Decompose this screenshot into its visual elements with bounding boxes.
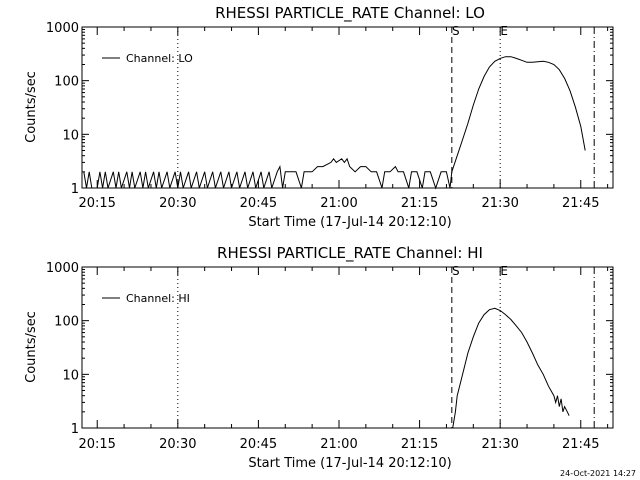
y-axis-label: Counts/sec: [24, 311, 39, 383]
x-tick-label: 21:45: [562, 437, 599, 452]
x-tick-label: 21:00: [320, 196, 357, 211]
y-tick-label: 10: [62, 368, 79, 383]
x-tick-label: 21:30: [481, 196, 518, 211]
x-tick-label: 21:00: [320, 437, 357, 452]
series-line: [452, 307, 570, 429]
x-tick-label: 21:15: [401, 196, 438, 211]
series-line: [83, 56, 586, 190]
plot-frame: [81, 266, 614, 429]
x-tick-label: 20:15: [78, 196, 115, 211]
marker-label: E: [500, 24, 508, 38]
footer-timestamp: 24-Oct-2021 14:27: [560, 469, 636, 478]
panel-hi: RHESSI PARTICLE_RATE Channel: HI Start T…: [24, 244, 614, 471]
x-axis-label: Start Time (17-Jul-14 20:12:10): [248, 215, 451, 230]
y-tick-label: 1: [71, 182, 79, 197]
x-tick-label: 20:45: [240, 196, 277, 211]
y-axis-label: Counts/sec: [24, 71, 39, 143]
x-tick-label: 20:30: [159, 196, 196, 211]
x-tick-label: 21:30: [481, 437, 518, 452]
marker-label: S: [452, 24, 460, 38]
x-tick-label: 20:30: [159, 437, 196, 452]
y-tick-label: 100: [54, 75, 79, 90]
panel-lo: RHESSI PARTICLE_RATE Channel: LO Start T…: [24, 4, 614, 230]
chart-title: RHESSI PARTICLE_RATE Channel: LO: [215, 4, 485, 23]
plot-frame: [81, 26, 614, 189]
chart-title: RHESSI PARTICLE_RATE Channel: HI: [217, 244, 483, 263]
y-tick-label: 1000: [46, 21, 79, 36]
legend-label: Channel: HI: [126, 292, 190, 305]
marker-label: S: [452, 264, 460, 278]
x-tick-label: 21:45: [562, 196, 599, 211]
y-tick-label: 1000: [46, 261, 79, 276]
x-tick-label: 20:45: [240, 437, 277, 452]
x-axis-label: Start Time (17-Jul-14 20:12:10): [248, 456, 451, 471]
x-tick-label: 21:15: [401, 437, 438, 452]
marker-label: E: [500, 264, 508, 278]
y-tick-label: 100: [54, 315, 79, 330]
x-tick-label: 20:15: [78, 437, 115, 452]
y-tick-label: 1: [71, 422, 79, 437]
y-tick-label: 10: [62, 128, 79, 143]
legend-label: Channel: LO: [126, 52, 193, 65]
